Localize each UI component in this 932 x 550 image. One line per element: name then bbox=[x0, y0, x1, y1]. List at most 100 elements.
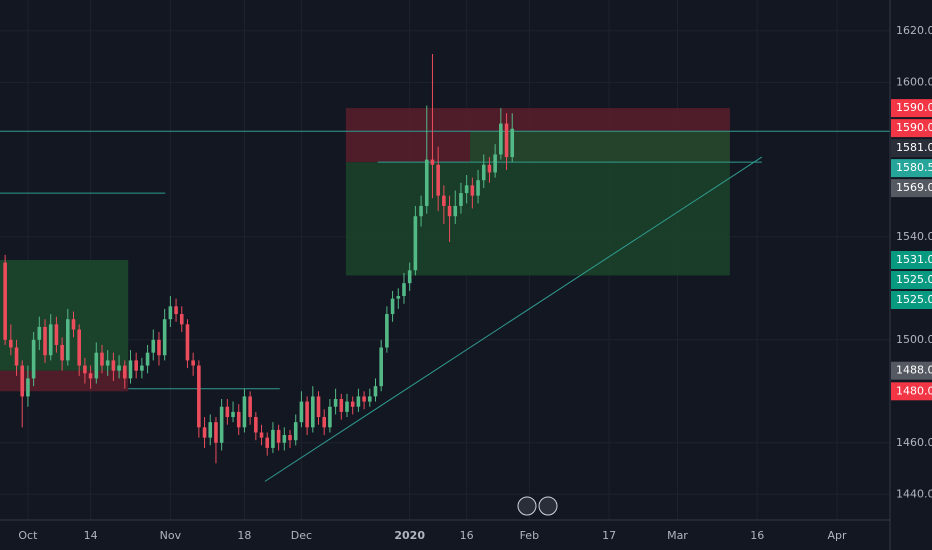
candle-body bbox=[276, 429, 281, 443]
candle-body bbox=[333, 399, 338, 407]
price-tag: 1488.00 bbox=[891, 361, 932, 380]
y-tick-label: 1540.00 bbox=[896, 230, 932, 243]
price-tag-label: 1488.00 bbox=[896, 364, 932, 377]
candle-body bbox=[88, 373, 93, 379]
candle-body bbox=[225, 406, 230, 418]
y-tick-label: 1440.00 bbox=[896, 487, 932, 500]
candle-body bbox=[362, 396, 366, 402]
price-tag-bg bbox=[891, 251, 932, 269]
price-tag-bg bbox=[891, 382, 932, 401]
candle-body bbox=[162, 319, 167, 356]
event-icon[interactable] bbox=[517, 496, 537, 516]
candle-body bbox=[493, 154, 497, 173]
candle-body bbox=[54, 324, 59, 345]
candle-body bbox=[71, 319, 76, 330]
price-tag: 1531.00 bbox=[891, 251, 932, 269]
y-tick-label: 1460.00 bbox=[896, 436, 932, 449]
candle-body bbox=[487, 164, 492, 173]
candle-body bbox=[145, 352, 150, 366]
candle-body bbox=[197, 365, 201, 428]
price-tag-bg bbox=[891, 271, 932, 289]
x-tick-label: 16 bbox=[460, 529, 474, 542]
candle-body bbox=[311, 396, 315, 428]
candle-body bbox=[299, 401, 304, 423]
candle-body bbox=[424, 159, 429, 206]
candle-body bbox=[447, 205, 452, 217]
price-tag: 1525.00 bbox=[891, 291, 932, 309]
price-tag-label: 1525.00 bbox=[896, 273, 932, 286]
candle-body bbox=[37, 326, 42, 340]
candle-body bbox=[20, 365, 25, 397]
candle-body bbox=[510, 128, 515, 158]
y-tick-label: 1600.00 bbox=[896, 75, 932, 88]
candle-body bbox=[390, 298, 395, 315]
candle-body bbox=[208, 422, 213, 438]
event-icon[interactable] bbox=[538, 496, 558, 516]
candle-body bbox=[168, 306, 173, 320]
candle-body bbox=[402, 283, 406, 297]
price-tag: 1580.58 bbox=[891, 159, 932, 178]
candle-body bbox=[140, 365, 144, 371]
candle-body bbox=[111, 360, 116, 371]
candle-body bbox=[185, 324, 190, 361]
candle-body bbox=[442, 195, 446, 206]
candles bbox=[3, 54, 515, 464]
candle-body bbox=[14, 347, 19, 366]
candle-body bbox=[214, 422, 218, 443]
candle-body bbox=[265, 437, 270, 448]
candle-body bbox=[470, 185, 475, 196]
candle-body bbox=[288, 435, 292, 441]
price-tag: 1581.00 bbox=[891, 139, 932, 158]
candle-body bbox=[293, 422, 298, 441]
x-tick-label: 14 bbox=[84, 529, 98, 542]
candle-body bbox=[430, 159, 435, 165]
candle-body bbox=[191, 360, 195, 366]
candle-body bbox=[259, 432, 264, 438]
price-tag: 1525.00 bbox=[891, 271, 932, 289]
candle-body bbox=[385, 314, 389, 348]
candle-body bbox=[219, 406, 224, 443]
position-box bbox=[470, 131, 730, 163]
candle-body bbox=[316, 396, 321, 418]
price-tag-label: 1580.58 bbox=[896, 161, 932, 174]
price-tag-label: 1581.00 bbox=[896, 141, 932, 154]
candle-body bbox=[43, 326, 47, 356]
y-tick-label: 1500.00 bbox=[896, 333, 932, 346]
candle-body bbox=[100, 352, 104, 366]
price-tag-bg bbox=[891, 159, 932, 178]
price-tag-bg bbox=[891, 119, 932, 138]
candle-body bbox=[94, 352, 99, 379]
candle-body bbox=[345, 401, 349, 412]
candle-body bbox=[373, 386, 378, 397]
position-box bbox=[0, 370, 129, 392]
candle-body bbox=[476, 180, 480, 196]
price-tag-bg bbox=[891, 139, 932, 158]
candle-body bbox=[151, 339, 156, 353]
candle-body bbox=[83, 365, 87, 374]
price-tag: 1569.00 bbox=[891, 179, 932, 198]
candle-body bbox=[248, 396, 252, 418]
candle-body bbox=[31, 339, 36, 379]
candle-body bbox=[242, 396, 247, 428]
candle-body bbox=[3, 262, 7, 340]
candle-body bbox=[271, 429, 275, 448]
candle-body bbox=[464, 185, 469, 194]
x-tick-label: Feb bbox=[520, 529, 539, 542]
candle-body bbox=[504, 123, 509, 158]
candle-body bbox=[413, 216, 418, 271]
candle-body bbox=[436, 164, 440, 196]
price-tag-label: 1569.00 bbox=[896, 181, 932, 194]
candle-body bbox=[77, 329, 81, 366]
candle-body bbox=[328, 406, 332, 428]
candle-body bbox=[350, 401, 355, 407]
candle-body bbox=[254, 417, 258, 433]
price-tag-bg bbox=[891, 99, 932, 118]
candle-body bbox=[66, 319, 70, 361]
candle-body bbox=[231, 411, 235, 418]
x-tick-label: 18 bbox=[237, 529, 251, 542]
price-tag: 1590.00 bbox=[891, 119, 932, 138]
x-tick-label: Oct bbox=[18, 529, 38, 542]
price-tag-label: 1525.00 bbox=[896, 293, 932, 306]
x-tick-label: Mar bbox=[667, 529, 688, 542]
